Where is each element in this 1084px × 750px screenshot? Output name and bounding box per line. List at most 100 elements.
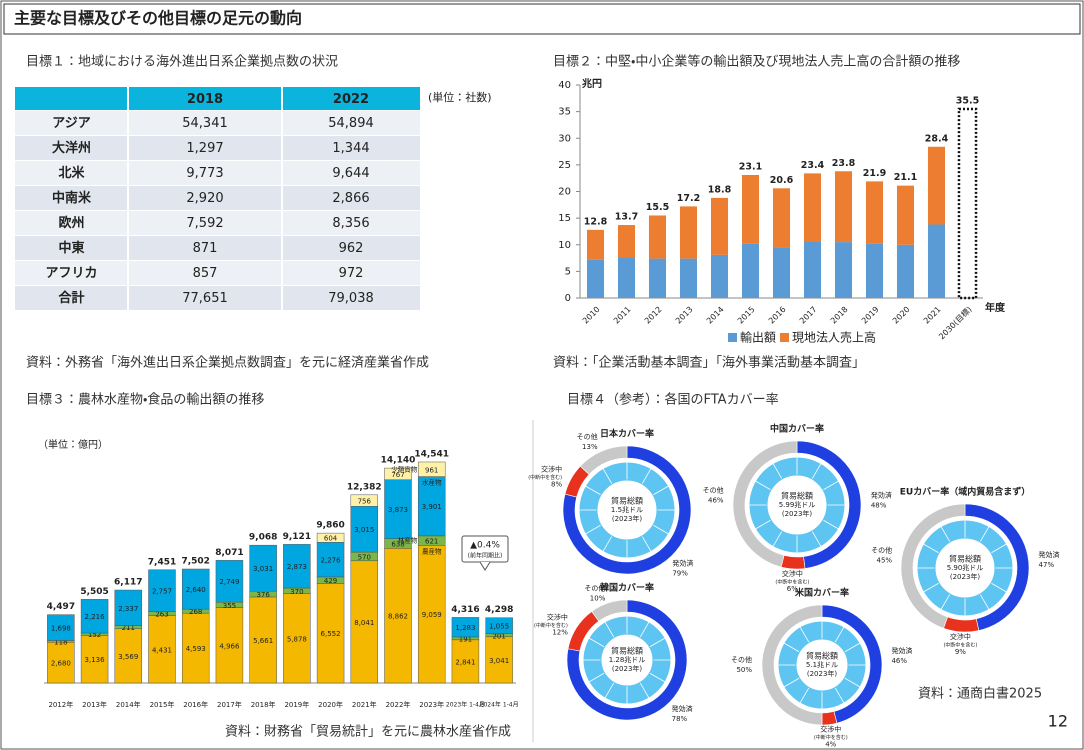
segment-label: 2,276	[321, 557, 342, 565]
bar-segment	[114, 628, 143, 684]
segment-label: 2,337	[118, 605, 138, 613]
slice-value: 12%	[552, 628, 568, 636]
x-tick-label: 2017年	[217, 700, 242, 709]
table-row-label: アフリカ	[45, 266, 97, 281]
slice-note: (中断中を含む)	[528, 474, 562, 481]
pie-title: EUカバー率（域内貿易含まず）	[900, 486, 1030, 498]
bar-segment	[772, 247, 791, 298]
slice-value: 6%	[787, 585, 798, 593]
table-row	[15, 286, 420, 310]
slice-value: 50%	[736, 666, 752, 674]
bar-segment	[451, 617, 480, 638]
table-row-label: アジア	[52, 116, 90, 131]
slice-label: 発効済	[891, 646, 912, 655]
y-tick-label: 10	[558, 240, 571, 251]
table-cell: 857	[193, 266, 218, 281]
total-label: 23.8	[832, 158, 856, 169]
bar-segment	[710, 197, 729, 255]
x-tick-label: 2023年	[419, 700, 444, 709]
segment-label: 370	[290, 588, 303, 596]
center-text: 貿易総額	[781, 491, 813, 501]
inner-divider	[755, 480, 772, 491]
table-unit: (単位：社数)	[428, 90, 492, 104]
table-cell: 54,894	[328, 116, 374, 131]
bar-segment	[249, 544, 277, 592]
x-tick-label: 2021年	[352, 700, 377, 709]
slice-label: その他	[577, 432, 598, 441]
pie-title: 日本カバー率	[600, 428, 654, 440]
segment-label: 1,055	[489, 623, 509, 631]
inner-divider	[585, 524, 602, 535]
bar-segment	[316, 532, 345, 543]
table-header: 2018	[187, 92, 223, 107]
segment-label: 118	[54, 638, 67, 646]
table-row-label: 欧州	[58, 215, 84, 231]
table-cell: 1,344	[332, 141, 369, 156]
center-text: 1.5兆ドル	[611, 505, 643, 514]
pie-slice	[579, 445, 628, 475]
center	[795, 638, 849, 692]
total-label: 12,382	[347, 482, 382, 492]
inner-divider	[588, 637, 605, 648]
table-row-label: 合計	[58, 290, 84, 306]
inner-divider	[834, 626, 845, 643]
table-cell: 972	[339, 266, 364, 281]
table-row-label: 中東	[58, 240, 84, 256]
x-tick-label: 2015年	[150, 700, 175, 709]
center-text: 5.1兆ドル	[806, 660, 838, 669]
segment-label: 2,680	[51, 660, 71, 668]
total-label: 18.8	[708, 184, 732, 195]
bar-segment	[283, 544, 311, 589]
total-label: 23.1	[739, 161, 762, 172]
slice-label: 交渉中	[547, 612, 568, 621]
slice-value: 78%	[672, 715, 688, 723]
x-tick-label: 2023年 1-4月	[446, 701, 485, 709]
segment-label: 638	[391, 540, 404, 548]
y-tick-label: 40	[558, 80, 571, 91]
inner-divider	[844, 642, 861, 653]
segment-label: 4,431	[152, 646, 172, 654]
center-text: 5.99兆ドル	[779, 500, 816, 509]
slice-value: 13%	[582, 443, 598, 451]
bar-segment	[181, 568, 210, 610]
inner-divider	[783, 642, 800, 653]
table-cell: 8,356	[332, 216, 369, 231]
inner-divider	[990, 582, 1007, 593]
inner-divider	[649, 637, 666, 648]
bar-segment	[865, 181, 884, 244]
segment-label: 3,015	[354, 526, 374, 534]
pie-title: 韓国カバー率	[600, 582, 654, 594]
bar-segment	[350, 494, 379, 507]
pie-slice	[821, 711, 838, 726]
pie-slice	[732, 440, 798, 568]
bar-segment	[772, 188, 791, 248]
segment-label: 201	[492, 632, 505, 640]
center-text: 1.28兆ドル	[609, 655, 646, 664]
section-title: 目標３：農林水産物・食品の輸出額の推移	[26, 393, 264, 408]
total-label: 14,541	[414, 450, 449, 460]
bar-segment	[215, 607, 244, 684]
segment-label: 3,136	[85, 656, 106, 664]
inner-divider	[639, 682, 650, 699]
bar-segment	[927, 224, 946, 298]
x-tick-label: 2018年	[251, 700, 276, 709]
center	[766, 474, 828, 536]
bar-segment	[865, 243, 884, 298]
bar-segment	[648, 258, 667, 298]
inner-divider	[755, 519, 772, 530]
bar-segment	[896, 185, 915, 245]
y-tick-label: 25	[558, 160, 571, 171]
bar-segment	[417, 476, 446, 537]
y-tick-label: 15	[558, 213, 571, 224]
bar-segment	[586, 229, 605, 260]
segment-label: 5,661	[253, 637, 273, 645]
center-text: (2023年)	[782, 509, 813, 518]
series-label: 農産物	[422, 546, 442, 555]
total-label: 12.8	[584, 216, 608, 227]
bar-segment	[316, 583, 345, 684]
segment-label: 570	[358, 553, 371, 561]
x-tick-label: 2016年	[183, 700, 208, 709]
table-cell: 77,651	[182, 291, 228, 306]
inner-divider	[604, 621, 615, 638]
